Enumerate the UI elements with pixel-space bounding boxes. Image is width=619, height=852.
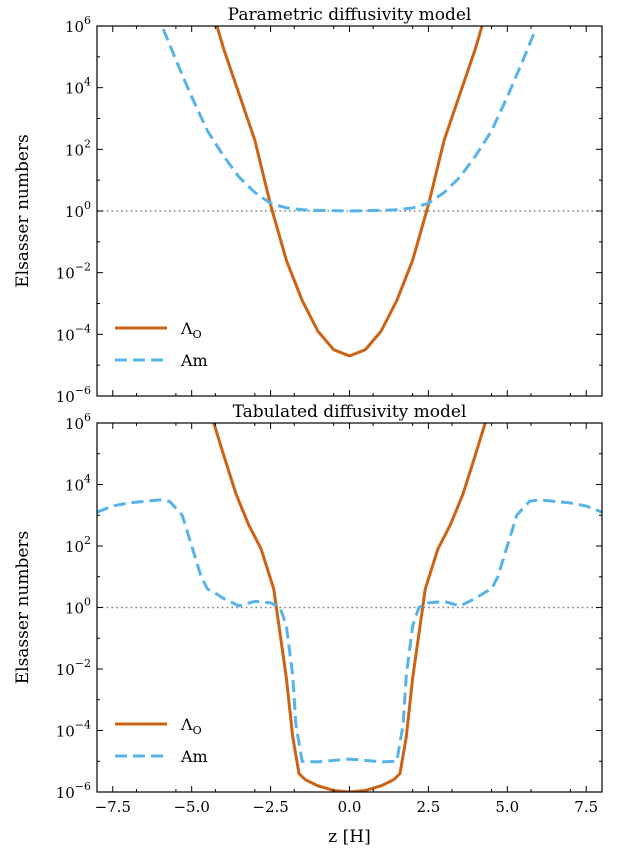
- y-tick-exponent: −4: [75, 719, 91, 732]
- y-tick-base: 10: [56, 784, 75, 802]
- series-group: [97, 423, 602, 792]
- y-tick-base: 10: [56, 388, 75, 406]
- series-line-am: [161, 28, 538, 213]
- x-tick-label: 5.0: [495, 798, 519, 816]
- series-line-lambda_o: [212, 423, 487, 792]
- y-tick-exponent: −4: [75, 322, 91, 335]
- y-tick-label: 102: [65, 534, 91, 556]
- y-tick-label: 100: [65, 199, 91, 221]
- legend-label-sub: O: [193, 328, 202, 341]
- chart-panel-2: Tabulated diffusivity model Elsasser numb…: [13, 402, 603, 816]
- y-tick-exponent: 4: [84, 473, 91, 486]
- y-tick-base: 10: [65, 538, 84, 556]
- y-tick-base: 10: [65, 141, 84, 159]
- y-tick-label: 102: [65, 137, 91, 159]
- y-tick-base: 10: [56, 723, 75, 741]
- series-line-am: [97, 498, 602, 764]
- y-tick-base: 10: [56, 661, 75, 679]
- y-tick-base: 10: [65, 600, 84, 618]
- y-tick-label: 10−4: [56, 322, 91, 344]
- y-tick-exponent: 6: [84, 14, 91, 27]
- y-tick-exponent: 2: [84, 137, 91, 150]
- y-tick-exponent: 0: [84, 199, 91, 212]
- legend-label-lambda_o: ΛO: [180, 319, 202, 341]
- x-tick-label: 7.5: [574, 798, 598, 816]
- x-tick-label: 2.5: [416, 798, 440, 816]
- plot-frame: [96, 25, 603, 397]
- legend-label-main: Am: [180, 351, 208, 370]
- legend-label-am: Am: [180, 747, 208, 766]
- legend: ΛO Am: [115, 319, 208, 370]
- series-line-lambda_o: [215, 26, 484, 358]
- y-tick-exponent: 6: [84, 411, 91, 424]
- y-axis-label: Elsasser numbers: [13, 531, 33, 685]
- y-tick-label: 106: [65, 14, 91, 36]
- legend-label-main: Λ: [180, 319, 193, 338]
- y-tick-exponent: −2: [75, 261, 91, 274]
- chart-panel-1: Parametric diffusivity model Elsasser num…: [13, 5, 603, 406]
- series-group: [161, 26, 538, 358]
- y-tick-exponent: 4: [84, 76, 91, 89]
- y-tick-exponent: −6: [75, 384, 91, 397]
- chart-title: Parametric diffusivity model: [228, 5, 472, 25]
- y-tick-exponent: 2: [84, 534, 91, 547]
- x-tick-label: −2.5: [252, 798, 288, 816]
- chart-title: Tabulated diffusivity model: [233, 402, 467, 422]
- y-tick-base: 10: [65, 203, 84, 221]
- plot-frame: [96, 422, 603, 793]
- y-tick-label: 10−6: [56, 780, 91, 802]
- y-tick-base: 10: [56, 265, 75, 283]
- x-axis-label: z [H]: [328, 827, 370, 847]
- y-tick-exponent: −2: [75, 657, 91, 670]
- y-tick-label: 10−6: [56, 384, 91, 406]
- y-tick-label: 10−4: [56, 719, 91, 741]
- y-tick-base: 10: [65, 80, 84, 98]
- x-tick-label: −7.5: [95, 798, 131, 816]
- y-tick-base: 10: [65, 415, 84, 433]
- x-tick-label: −5.0: [173, 798, 209, 816]
- legend-label-main: Λ: [180, 715, 193, 734]
- y-tick-label: 10−2: [56, 657, 91, 679]
- x-tick-label: 0.0: [338, 798, 362, 816]
- y-tick-label: 100: [65, 596, 91, 618]
- legend: ΛO Am: [115, 715, 208, 766]
- y-tick-label: 106: [65, 411, 91, 433]
- legend-label-sub: O: [193, 724, 202, 737]
- y-tick-base: 10: [65, 477, 84, 495]
- y-tick-label: 10−2: [56, 261, 91, 283]
- legend-label-main: Am: [180, 747, 208, 766]
- y-tick-exponent: −6: [75, 780, 91, 793]
- legend-label-lambda_o: ΛO: [180, 715, 202, 737]
- y-tick-base: 10: [65, 18, 84, 36]
- y-tick-exponent: 0: [84, 596, 91, 609]
- legend-label-am: Am: [180, 351, 208, 370]
- y-tick-label: 104: [65, 76, 91, 98]
- y-tick-base: 10: [56, 326, 75, 344]
- y-tick-label: 104: [65, 473, 91, 495]
- y-axis-label: Elsasser numbers: [13, 134, 33, 288]
